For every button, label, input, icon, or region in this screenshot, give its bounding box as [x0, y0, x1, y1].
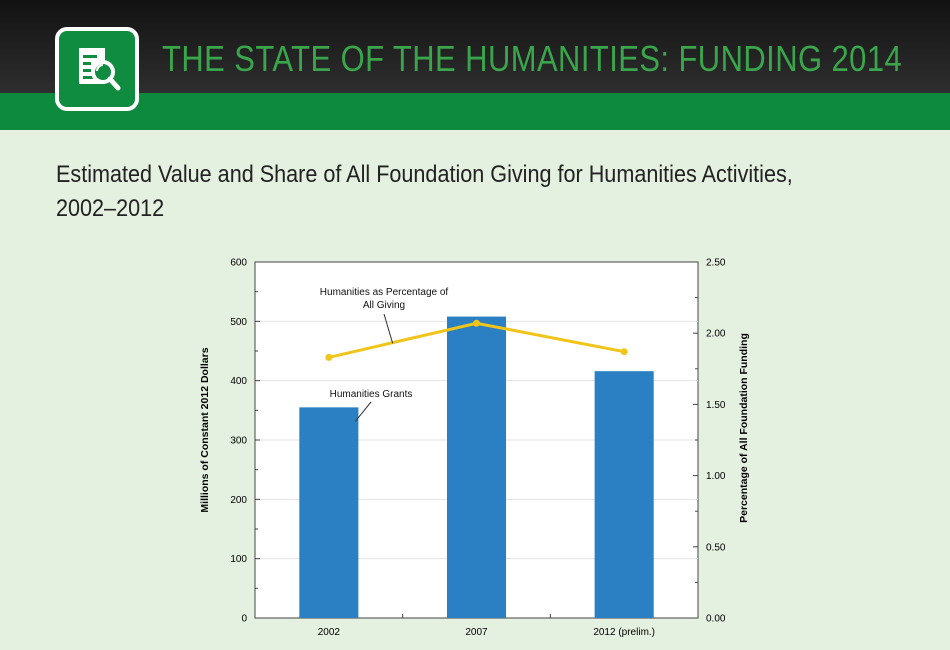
data-point — [473, 319, 480, 327]
y2-tick-label: 1.50 — [706, 400, 726, 411]
y-tick-label: 100 — [230, 554, 247, 565]
logo — [55, 27, 139, 111]
y2-tick-label: 2.50 — [706, 258, 726, 269]
annotation-leader — [383, 313, 394, 344]
y-tick-label: 0 — [241, 614, 247, 625]
magnifier-document-icon — [79, 48, 121, 91]
y2-tick-label: 0.00 — [706, 614, 726, 625]
y-tick-label: 300 — [230, 436, 247, 447]
line-annotation: All Giving — [363, 300, 405, 311]
data-point — [325, 353, 333, 361]
bar — [299, 407, 359, 618]
data-point — [620, 348, 628, 356]
y-tick-label: 500 — [230, 317, 247, 328]
bar — [594, 371, 654, 618]
header-accent-stripe — [0, 93, 950, 130]
x-tick-label: 2012 (prelim.) — [593, 627, 655, 638]
y2-tick-label: 1.00 — [706, 471, 726, 482]
y-tick-label: 600 — [230, 258, 247, 269]
chart-title: Estimated Value and Share of All Foundat… — [56, 161, 793, 222]
page-title: THE STATE OF THE HUMANITIES: FUNDING 201… — [162, 38, 903, 79]
y2-tick-label: 0.50 — [706, 542, 726, 553]
x-tick-label: 2007 — [465, 627, 488, 638]
y2-tick-label: 2.00 — [706, 329, 726, 340]
bar — [446, 316, 507, 618]
y-tick-label: 200 — [230, 495, 247, 506]
y-tick-label: 400 — [230, 376, 247, 387]
annotation-leader — [354, 401, 372, 422]
line-annotation: Humanities as Percentage of — [320, 287, 449, 298]
x-tick-label: 2002 — [318, 627, 341, 638]
y2-axis-title: Percentage of All Foundation Funding — [738, 333, 750, 523]
header-bar — [0, 0, 950, 93]
y-axis-title: Millions of Constant 2012 Dollars — [199, 347, 211, 512]
bar-annotation: Humanities Grants — [330, 389, 413, 400]
